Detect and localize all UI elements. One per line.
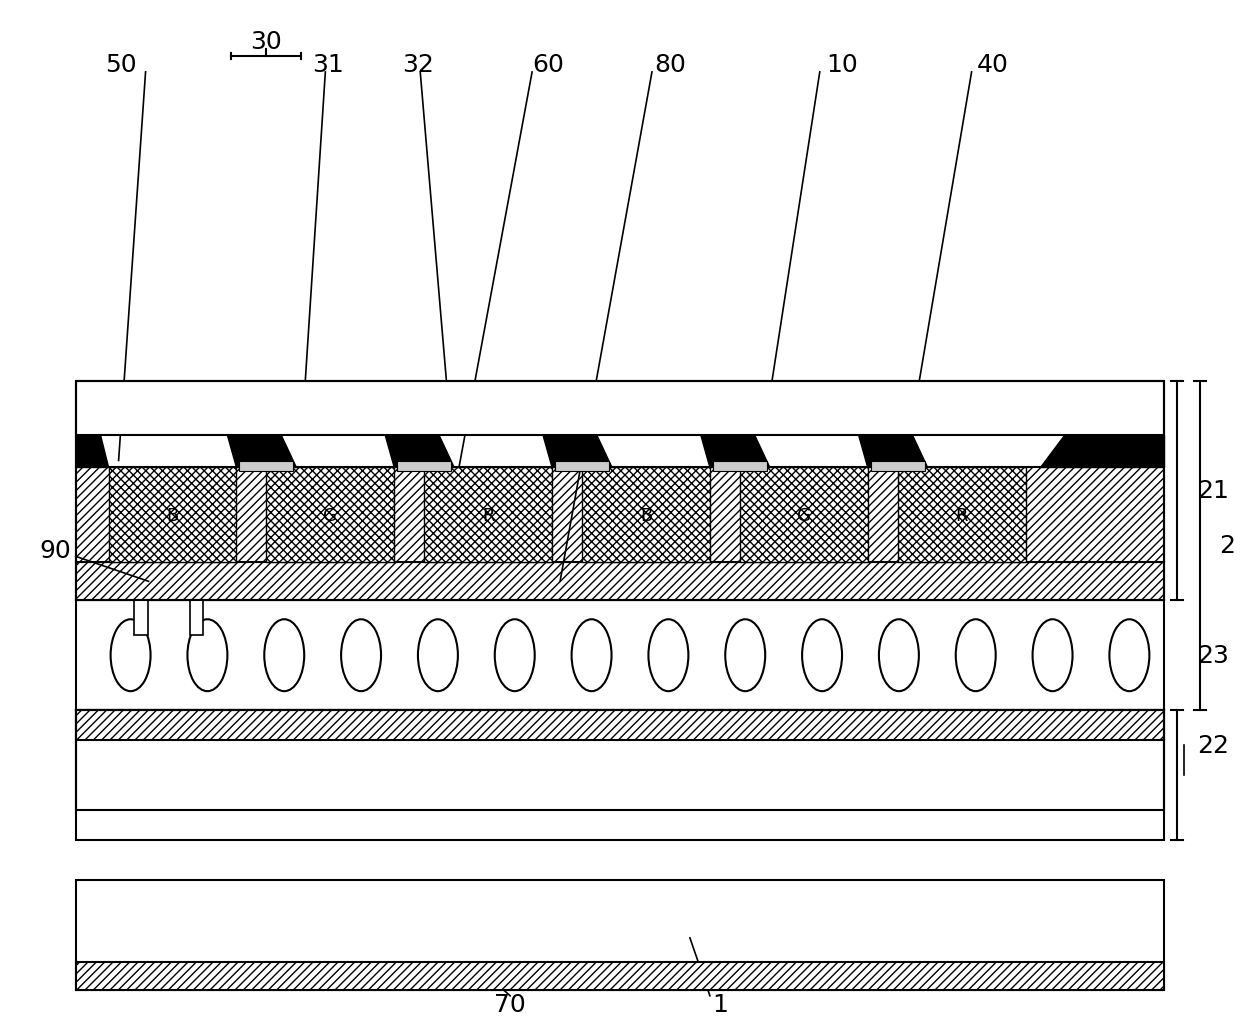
Text: R: R	[955, 506, 968, 525]
Ellipse shape	[725, 620, 765, 692]
Bar	[76, 710, 1164, 810]
Text: 10: 10	[826, 53, 858, 76]
Ellipse shape	[110, 620, 150, 692]
Text: 2: 2	[1219, 534, 1235, 557]
Bar	[76, 710, 1164, 841]
Bar	[76, 381, 1164, 600]
Ellipse shape	[1110, 620, 1149, 692]
Text: R: R	[482, 506, 495, 525]
Text: B: B	[640, 506, 652, 525]
Bar	[424, 468, 552, 562]
Bar	[109, 468, 237, 562]
Bar	[397, 462, 451, 472]
Bar	[870, 462, 925, 472]
Bar	[76, 562, 1164, 600]
Text: 60: 60	[532, 53, 564, 76]
Bar	[76, 880, 1164, 989]
Ellipse shape	[495, 620, 534, 692]
Bar	[76, 710, 1164, 741]
Bar	[740, 468, 868, 562]
Text: B: B	[166, 506, 179, 525]
Bar	[76, 962, 1164, 989]
Bar	[76, 381, 1164, 436]
Bar	[239, 462, 294, 472]
Text: 1: 1	[712, 991, 728, 1016]
Ellipse shape	[187, 620, 227, 692]
Text: 22: 22	[1198, 734, 1229, 757]
Ellipse shape	[802, 620, 842, 692]
Bar	[76, 468, 1164, 562]
Bar	[713, 462, 766, 472]
Text: 40: 40	[977, 53, 1008, 76]
Ellipse shape	[1033, 620, 1073, 692]
Bar	[134, 600, 148, 636]
Ellipse shape	[264, 620, 304, 692]
Text: 30: 30	[250, 30, 283, 54]
Bar	[898, 468, 1025, 562]
Bar	[582, 468, 709, 562]
Ellipse shape	[956, 620, 996, 692]
Ellipse shape	[649, 620, 688, 692]
Ellipse shape	[341, 620, 381, 692]
Ellipse shape	[418, 620, 458, 692]
Polygon shape	[859, 436, 928, 468]
Polygon shape	[543, 436, 613, 468]
Polygon shape	[227, 436, 296, 468]
Text: 70: 70	[495, 991, 526, 1016]
Text: 23: 23	[1198, 644, 1229, 667]
Ellipse shape	[879, 620, 919, 692]
Polygon shape	[386, 436, 454, 468]
Polygon shape	[701, 436, 770, 468]
Text: 21: 21	[1198, 479, 1229, 503]
Polygon shape	[76, 436, 109, 468]
Text: G: G	[324, 506, 337, 525]
Bar	[267, 468, 394, 562]
Text: 80: 80	[653, 53, 686, 76]
Ellipse shape	[572, 620, 611, 692]
Bar	[556, 462, 609, 472]
Text: 50: 50	[105, 53, 136, 76]
Bar	[190, 600, 203, 636]
Text: G: G	[797, 506, 811, 525]
Polygon shape	[1040, 436, 1164, 468]
Text: 90: 90	[40, 539, 72, 562]
Text: 31: 31	[312, 53, 345, 76]
Text: 32: 32	[402, 53, 434, 76]
